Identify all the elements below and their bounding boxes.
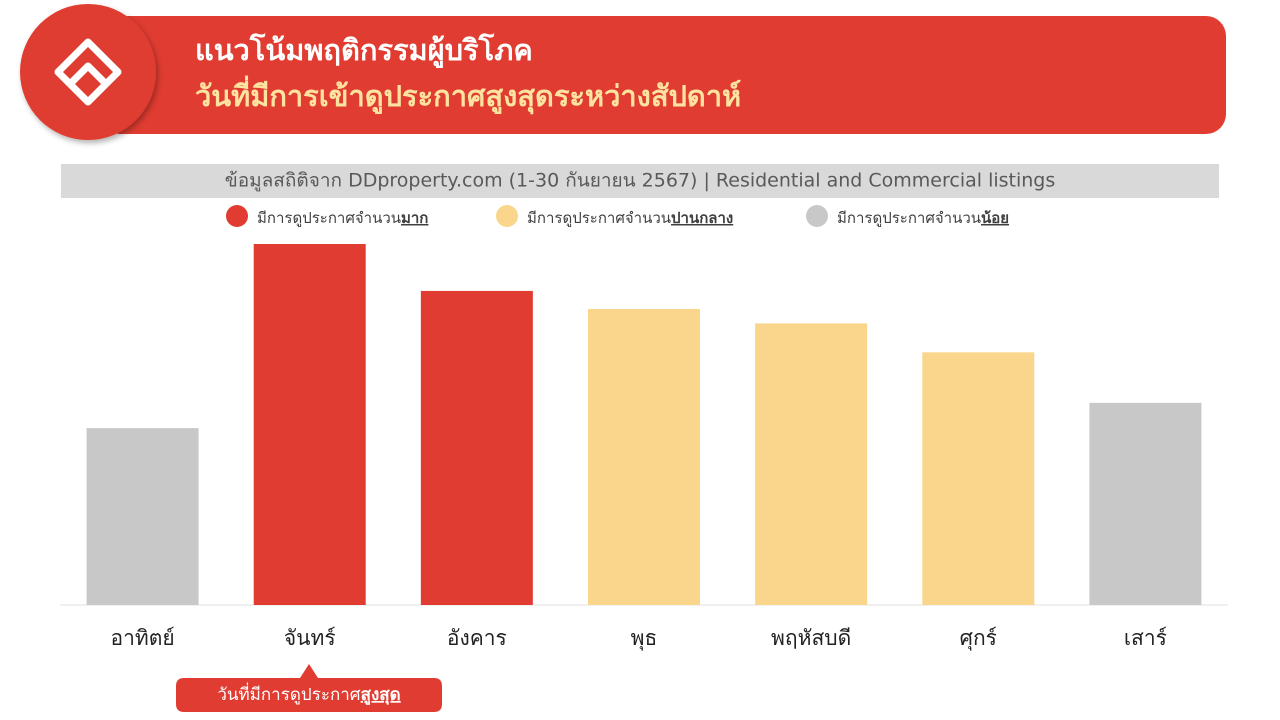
source: ข้อมูลสถิติจาก DDproperty.com (1-30 กันย… (225, 170, 1056, 192)
subtitle: วันที่มีการเข้าดูประกาศสูงสุดระหว่างสัปด… (195, 75, 741, 114)
callout-box (176, 664, 442, 712)
x-tick-label: เสาร์ (1124, 626, 1167, 650)
bar (420, 290, 533, 605)
legend-label: มีการดูประกาศจำนวนมาก (257, 209, 428, 227)
callout-text: วันที่มีการดูประกาศสูงสุด (217, 682, 400, 706)
bar (1089, 402, 1202, 605)
bar (922, 352, 1035, 605)
bar (253, 244, 366, 605)
bar (588, 308, 700, 605)
legend-swatch (226, 205, 248, 227)
x-tick-label: พุธ (631, 626, 658, 651)
source-band (61, 164, 1219, 198)
legend-emphasis: ปานกลาง (671, 209, 733, 227)
callout-text-part: วันที่มีการดูประกาศ (217, 682, 360, 705)
x-tick-label: ศุกร์ (960, 626, 997, 651)
legend-emphasis: น้อย (981, 209, 1009, 227)
callout-emphasis: สูงสุด (361, 685, 401, 706)
legend-text: มีการดูประกาศจำนวน (527, 209, 671, 227)
legend-text: มีการดูประกาศจำนวน (837, 209, 981, 227)
logo-icon (54, 38, 122, 106)
x-tick-label: พฤหัสบดี (771, 626, 851, 650)
x-tick-label: อังคาร (447, 626, 507, 650)
logo-circle (20, 4, 156, 140)
x-tick-label: อาทิตย์ (110, 626, 174, 650)
legend-label: มีการดูประกาศจำนวนปานกลาง (527, 209, 733, 227)
x-tick-label: จันทร์ (284, 626, 336, 650)
legend-text: มีการดูประกาศจำนวน (257, 209, 401, 227)
legend-label: มีการดูประกาศจำนวนน้อย (837, 209, 1009, 227)
legend-swatch (496, 205, 518, 227)
bar (755, 323, 868, 605)
header-bar (100, 16, 1226, 134)
legend-emphasis: มาก (401, 209, 428, 227)
title: แนวโน้มพฤติกรรมผู้บริโภค (195, 32, 533, 68)
legend-swatch (806, 205, 828, 227)
bar (86, 428, 199, 605)
